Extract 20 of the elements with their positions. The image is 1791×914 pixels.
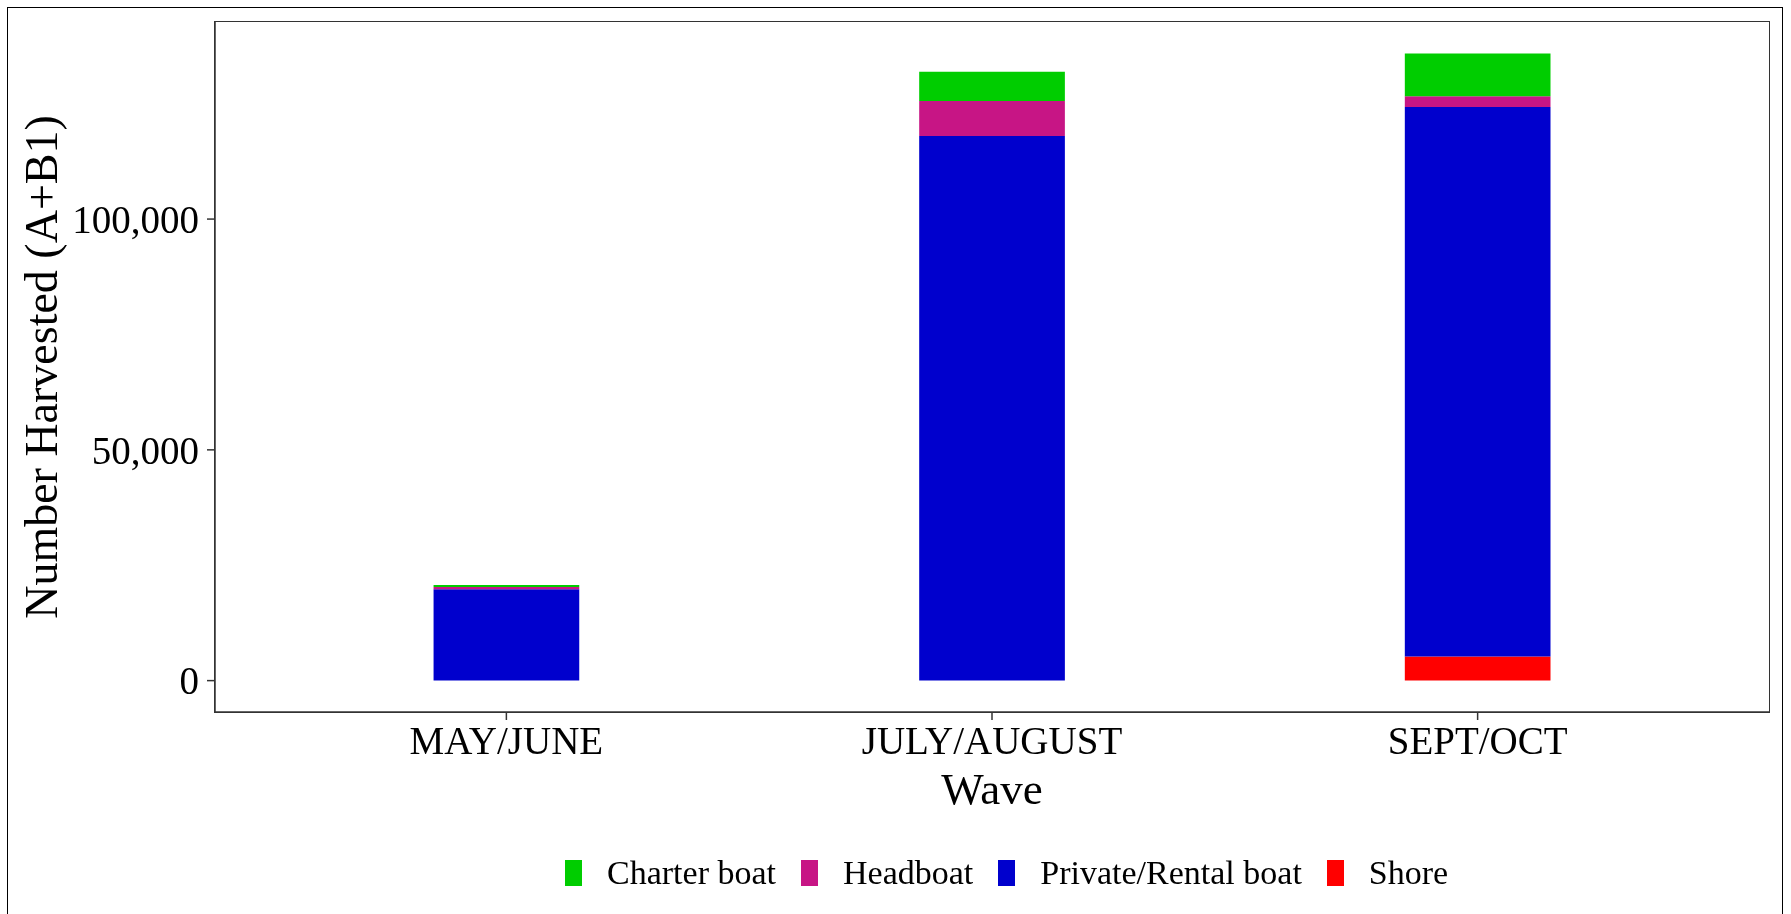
bar xyxy=(1404,53,1551,97)
legend-label: Shore xyxy=(1368,854,1449,891)
legend-label: Headboat xyxy=(843,854,974,891)
bar xyxy=(433,589,580,681)
bar xyxy=(919,71,1065,101)
x-tick-label: JULY/AUGUST xyxy=(861,718,1123,762)
x-axis-title: Wave xyxy=(941,764,1043,814)
y-axis-title: Number Harvested (A+B1) xyxy=(15,115,67,619)
y-tick-label: 0 xyxy=(179,659,199,703)
bar xyxy=(1404,656,1551,681)
bar xyxy=(919,100,1065,136)
x-tick-label: SEPT/OCT xyxy=(1387,718,1568,762)
legend-label: Charter boat xyxy=(607,854,776,891)
x-tick-label: MAY/JUNE xyxy=(409,718,604,762)
y-tick-label: 100,000 xyxy=(72,197,199,241)
bar xyxy=(1404,96,1551,107)
legend-label: Private/Rental boat xyxy=(1040,854,1302,891)
bar xyxy=(1404,106,1551,657)
bar xyxy=(919,136,1065,681)
y-tick-label: 50,000 xyxy=(91,428,199,472)
